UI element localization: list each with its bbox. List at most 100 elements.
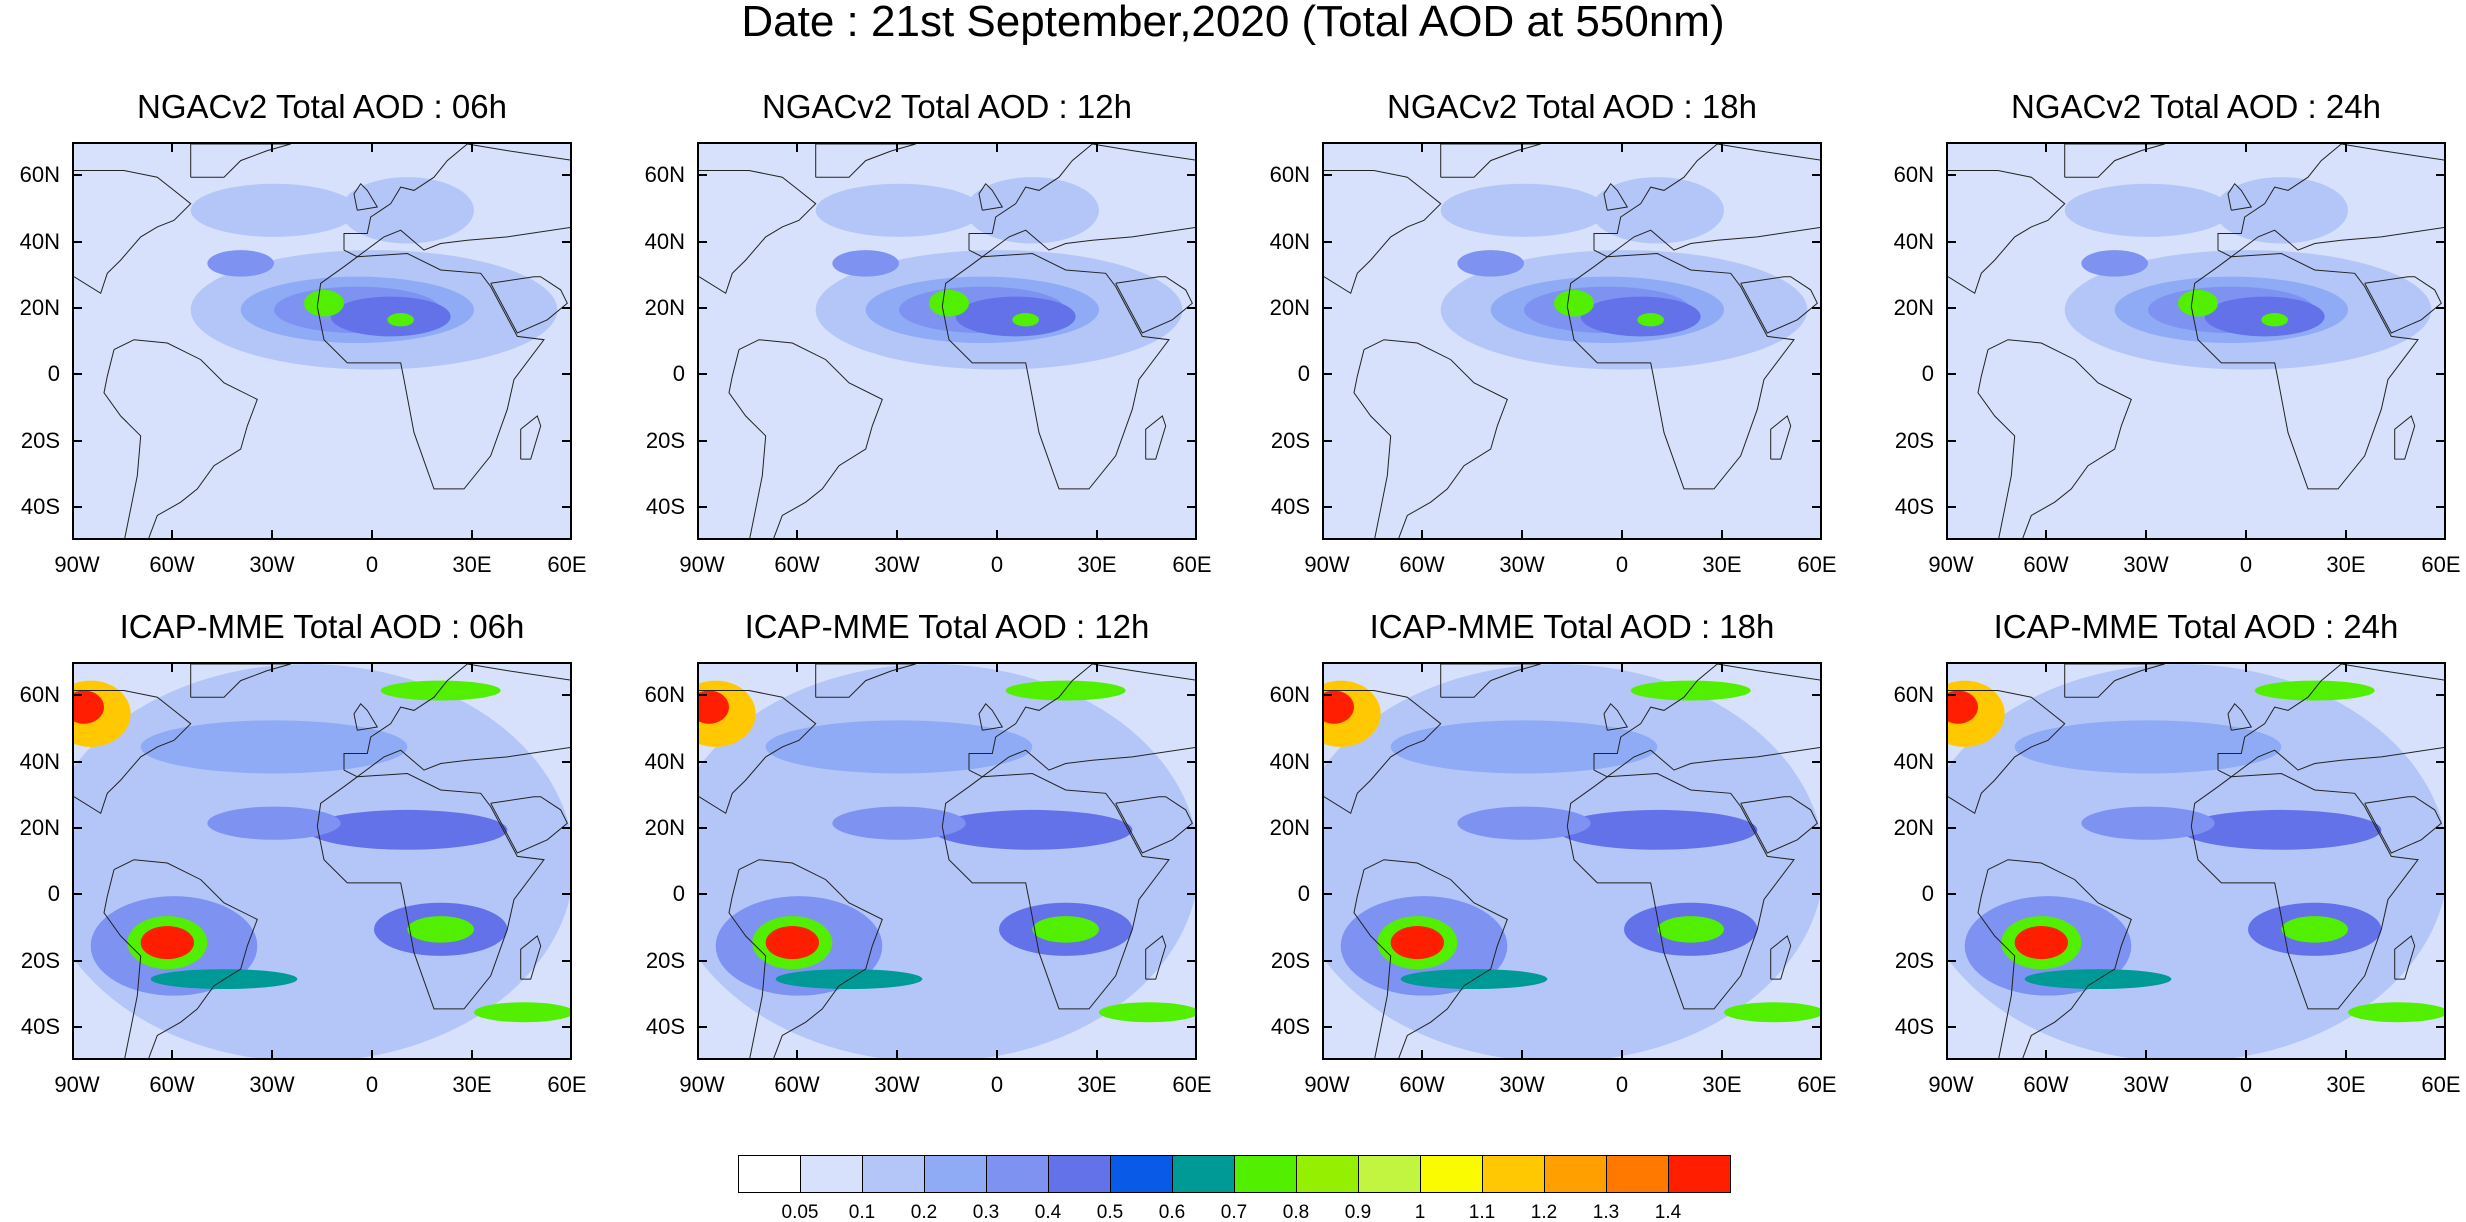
lon-tick: [1621, 664, 1623, 672]
colorbar-swatch: [1358, 1155, 1421, 1193]
lon-tick: [1195, 664, 1197, 672]
lon-tick-label: 0: [990, 1072, 1004, 1097]
coastline: [2217, 664, 2444, 778]
colorbar-swatch: [1668, 1155, 1731, 1193]
lon-tick-label: 60W: [774, 552, 820, 577]
lon-tick-label: 60W: [149, 1072, 195, 1097]
coastline: [815, 144, 916, 178]
coastline: [2064, 144, 2165, 178]
lon-tick: [697, 664, 699, 672]
coastline: [699, 690, 817, 815]
lon-tick: [1521, 664, 1523, 672]
aod-plume: [2081, 250, 2148, 277]
lat-tick-label: 20S: [645, 427, 685, 453]
lon-tick-label: 60E: [1797, 1072, 1837, 1097]
lon-tick: [2145, 664, 2147, 672]
coastline: [520, 415, 542, 460]
colorbar-swatch: [1172, 1155, 1235, 1193]
coastline: [74, 690, 192, 815]
lat-tick-label: 0: [1297, 881, 1310, 907]
lon-tick: [1322, 664, 1324, 672]
coastline: [1324, 170, 1442, 295]
aod-plume: [2178, 289, 2218, 317]
map-panel: NGACv2 Total AOD : 18h 60N 40N 20N 0 20S 40S 90…: [1270, 90, 1837, 580]
lat-tick-label: 0: [1297, 361, 1310, 387]
coastline: [1948, 690, 2066, 815]
aod-plume: [2231, 392, 2398, 526]
lat-tick: [74, 826, 82, 829]
lon-tick: [2345, 1050, 2347, 1058]
map-panel: NGACv2 Total AOD : 12h 60N 40N 20N 0 20S 40S 90…: [645, 90, 1212, 580]
lat-tick: [1948, 439, 1956, 442]
aod-plume: [207, 250, 274, 277]
aod-plume: [2214, 177, 2348, 244]
aod-map: [1946, 662, 2446, 1060]
coastline: [2190, 772, 2419, 1010]
map-panel: NGACv2 Total AOD : 06h 60N 40N 20N 0 20S 40S 90…: [20, 90, 587, 580]
lat-tick: [562, 174, 570, 177]
lon-tick-label: 60E: [1172, 1072, 1212, 1097]
lon-tick: [1946, 664, 1948, 672]
aod-field: [699, 664, 1195, 1058]
lon-tick-label: 30E: [1702, 1072, 1742, 1097]
aod-plume: [1630, 680, 1751, 701]
lat-tick-label: 40N: [19, 748, 60, 774]
lon-tick: [171, 530, 173, 538]
lon-tick: [271, 664, 273, 672]
map-panel: ICAP-MME Total AOD : 24h 60N 40N 20N 0 20S 40S…: [1894, 610, 2461, 1100]
lat-tick: [1812, 439, 1820, 442]
lon-tick-label: 30E: [1077, 1072, 1117, 1097]
lat-tick: [2436, 174, 2444, 177]
lon-tick: [1621, 530, 1623, 538]
lat-tick-label: 0: [672, 361, 685, 387]
coastline: [941, 252, 1170, 490]
lat-tick-label: 40N: [1269, 748, 1310, 774]
lat-tick: [1324, 439, 1332, 442]
lon-tick: [1322, 530, 1324, 538]
lon-tick: [796, 530, 798, 538]
aod-plume: [2081, 806, 2215, 840]
aod-plume: [2254, 680, 2375, 701]
lat-tick: [1324, 505, 1332, 508]
aod-map: [697, 662, 1197, 1060]
aod-plume: [765, 926, 819, 960]
colorbar-swatch: [1296, 1155, 1359, 1193]
lat-tick-label: 20N: [644, 294, 685, 320]
panel-title: ICAP-MME Total AOD : 18h: [1369, 608, 1775, 645]
lon-tick: [271, 1050, 273, 1058]
lon-tick: [371, 664, 373, 672]
lon-tick-label: 30E: [1077, 552, 1117, 577]
lat-tick: [699, 505, 707, 508]
lon-tick-label: 60W: [2023, 1072, 2069, 1097]
lat-tick: [562, 306, 570, 309]
lat-tick: [1324, 1025, 1332, 1028]
lat-tick: [1187, 1025, 1195, 1028]
lon-tick-label: 90W: [54, 1072, 100, 1097]
lat-tick: [1187, 439, 1195, 442]
aod-plume: [2014, 926, 2068, 960]
coastline: [2217, 144, 2444, 258]
aod-plume: [1390, 926, 1444, 960]
aod-plume: [1724, 1002, 1820, 1023]
lat-tick: [1324, 306, 1332, 309]
lon-tick: [1195, 530, 1197, 538]
lat-tick-label: 40N: [1893, 748, 1934, 774]
colorbar-label: 0.9: [1344, 1202, 1372, 1222]
lon-tick: [1421, 664, 1423, 672]
lon-tick: [1621, 1050, 1623, 1058]
lat-tick-label: 40S: [1270, 493, 1310, 519]
lon-tick-label: 0: [2239, 1072, 2253, 1097]
lon-tick-label: 30W: [1499, 552, 1545, 577]
lat-tick: [562, 240, 570, 243]
panel-title: ICAP-MME Total AOD : 06h: [119, 608, 525, 645]
lat-tick: [1324, 240, 1332, 243]
lon-tick: [996, 1050, 998, 1058]
coastline: [1353, 859, 1508, 1058]
coastline: [941, 772, 1170, 1010]
aod-plume: [832, 806, 966, 840]
aod-plume: [1005, 680, 1126, 701]
lon-tick: [471, 144, 473, 152]
lat-tick-label: 20S: [1894, 947, 1934, 973]
lat-tick-label: 60N: [1893, 682, 1934, 708]
lat-tick: [562, 439, 570, 442]
